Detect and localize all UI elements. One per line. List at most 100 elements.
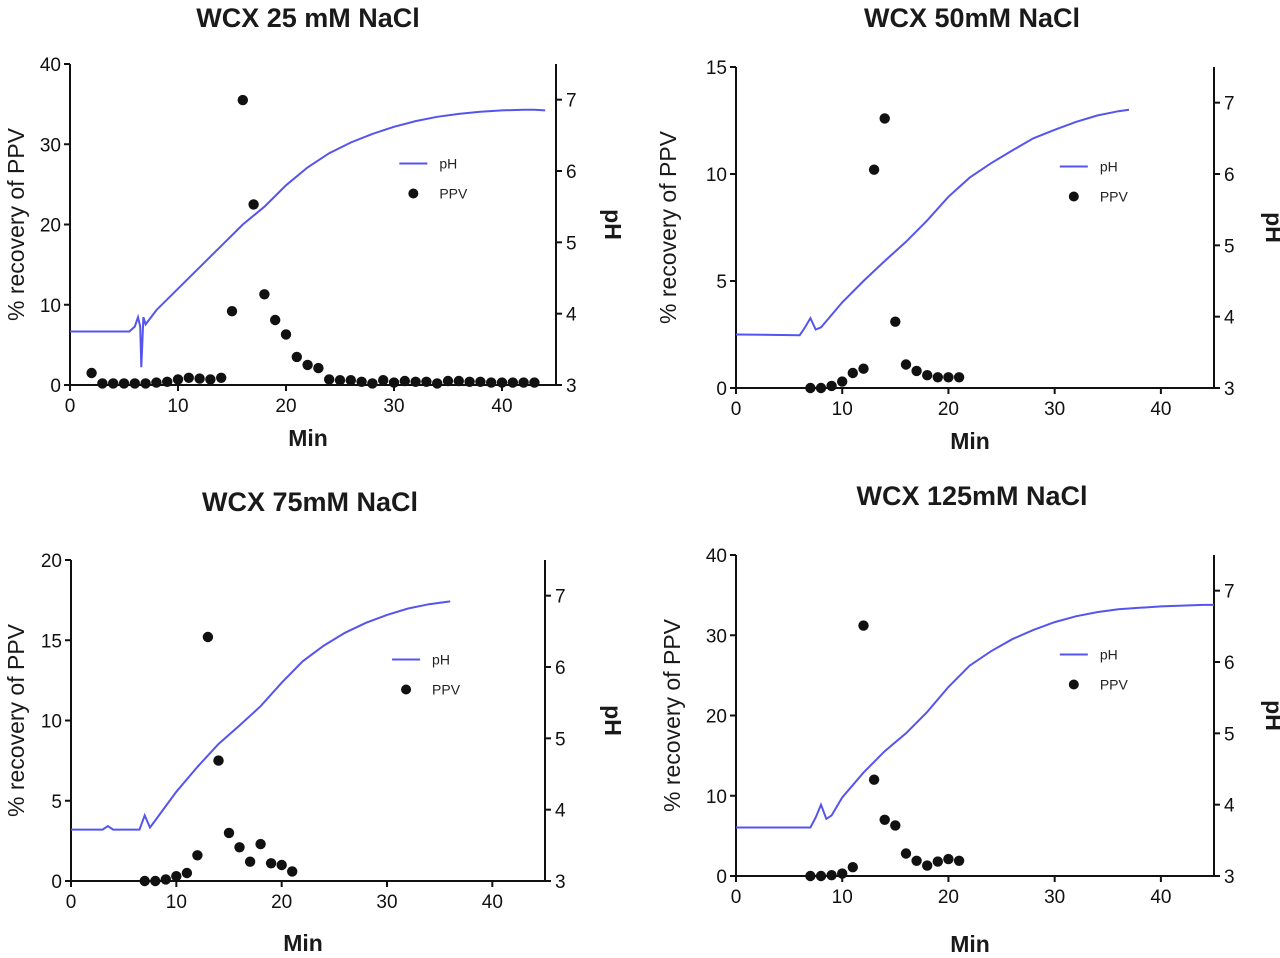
legend-dot-swatch [1068, 191, 1079, 202]
ppv-data-point [302, 359, 313, 371]
ppv-data-point [291, 351, 302, 363]
ppv-data-point [192, 850, 203, 861]
chart-panel-1: WCX 25 mM NaCl 0 10 20 30 40 0 10 20 30 40 3 4 5 6 7 Min… [3, 3, 626, 451]
legend: pH PPV [1059, 159, 1129, 205]
ppv-data-point [140, 378, 151, 389]
ppv-data-point [805, 382, 816, 394]
legend-dot-swatch [401, 684, 412, 695]
ppv-data-point [922, 860, 933, 871]
ppv-data-point [367, 378, 378, 389]
ppv-data-point [183, 372, 194, 383]
ppv-data-point [496, 377, 508, 388]
ppv-data-point [922, 370, 933, 381]
y-tick-label: 0 [716, 867, 727, 888]
y-tick-label: 0 [50, 376, 61, 397]
chart-panel-2: WCX 50mM NaCl 0 10 20 30 40 0 5 10 15 3 4 5 6 7 Min % re… [655, 3, 1280, 454]
x-tick-label: 0 [66, 892, 77, 913]
y-tick-label: 20 [706, 707, 727, 728]
legend-label-ph: pH [1100, 159, 1118, 175]
ppv-data-point [259, 289, 270, 300]
legend: pH PPV [1059, 647, 1129, 693]
y-tick-label: 40 [40, 55, 61, 76]
x-tick-label: 0 [65, 396, 76, 417]
y2-tick-label: 4 [1224, 308, 1235, 329]
x-tick-label: 30 [376, 892, 397, 913]
ppv-data-point [507, 377, 518, 388]
ppv-data-point [847, 862, 858, 873]
y-axis-label: % recovery of PPV [3, 127, 29, 321]
legend-label-ppv: PPV [432, 682, 461, 698]
ppv-data-point [815, 870, 827, 882]
ppv-data-point [911, 855, 922, 866]
ppv-data-point [837, 868, 848, 879]
ppv-data-point [129, 378, 140, 389]
x-tick-label: 40 [1150, 887, 1171, 908]
y-tick-label: 40 [706, 546, 727, 567]
ppv-data-point [826, 870, 837, 881]
x-tick-label: 40 [482, 892, 503, 913]
ppv-data-point [399, 375, 410, 387]
y-tick-label: 0 [716, 379, 727, 400]
ppv-data-point [237, 94, 248, 106]
ppv-data-point [313, 362, 324, 374]
y2-tick-label: 6 [1224, 653, 1235, 674]
ppv-data-point [226, 306, 238, 317]
y2-axis-label: pH [1261, 212, 1280, 243]
ppv-data-point [486, 377, 497, 388]
y-tick-label: 15 [41, 631, 62, 652]
y-tick-label: 10 [706, 787, 727, 808]
chart-panel-3: WCX 75mM NaCl 0 10 20 30 40 0 5 10 15 20 3 4 5 6 7 Min % … [3, 487, 626, 956]
ppv-data-point [911, 365, 922, 377]
ppv-data-point [205, 374, 216, 385]
y2-tick-label: 7 [555, 587, 566, 608]
legend-label-ppv: PPV [439, 186, 468, 202]
legend-label-ppv: PPV [1100, 677, 1129, 693]
ppv-data-point [345, 375, 356, 386]
ppv-data-point [858, 363, 869, 374]
y-tick-label: 30 [40, 135, 61, 156]
ppv-data-point [334, 375, 346, 386]
ph-series-line [736, 603, 1214, 829]
ppv-data-point [890, 316, 901, 327]
ppv-data-point [805, 870, 816, 882]
x-tick-label: 0 [731, 887, 742, 908]
ppv-data-point [244, 856, 256, 867]
ph-series-line [735, 108, 1130, 337]
ppv-data-point [421, 376, 432, 387]
y2-tick-label: 7 [566, 91, 577, 112]
ppv-data-point [529, 377, 540, 388]
ppv-data-point [943, 372, 954, 383]
y2-tick-label: 6 [1224, 165, 1235, 186]
ppv-data-point [847, 367, 858, 379]
x-tick-label: 20 [938, 399, 959, 420]
ppv-data-point [953, 372, 965, 383]
x-tick-label: 30 [383, 396, 404, 417]
legend-dot-swatch [408, 188, 419, 199]
x-axis-label: Min [950, 428, 990, 454]
ppv-data-point [858, 620, 869, 631]
ppv-data-point [172, 374, 184, 385]
y2-axis-label: pH [1261, 700, 1280, 731]
y2-tick-label: 7 [1224, 582, 1235, 603]
y-tick-label: 10 [41, 712, 62, 733]
y-tick-label: 10 [40, 296, 61, 317]
x-axis-label: Min [283, 930, 323, 956]
ppv-data-point [270, 314, 281, 326]
legend-label-ppv: PPV [1100, 189, 1129, 205]
ppv-data-point [868, 774, 880, 785]
ppv-data-point [464, 376, 475, 387]
y2-tick-label: 5 [566, 233, 577, 254]
y2-tick-label: 3 [1224, 379, 1235, 400]
chart-title: WCX 50mM NaCl [864, 3, 1080, 33]
y-axis-label: % recovery of PPV [3, 623, 29, 817]
y2-tick-label: 7 [1224, 94, 1235, 115]
x-tick-label: 10 [167, 396, 188, 417]
ppv-data-point [287, 866, 298, 877]
x-tick-label: 40 [491, 396, 512, 417]
ppv-data-point [932, 372, 943, 383]
chart-title: WCX 25 mM NaCl [196, 3, 420, 33]
y-tick-label: 30 [706, 626, 727, 647]
y-tick-label: 0 [51, 872, 62, 893]
ppv-data-point [324, 374, 335, 385]
